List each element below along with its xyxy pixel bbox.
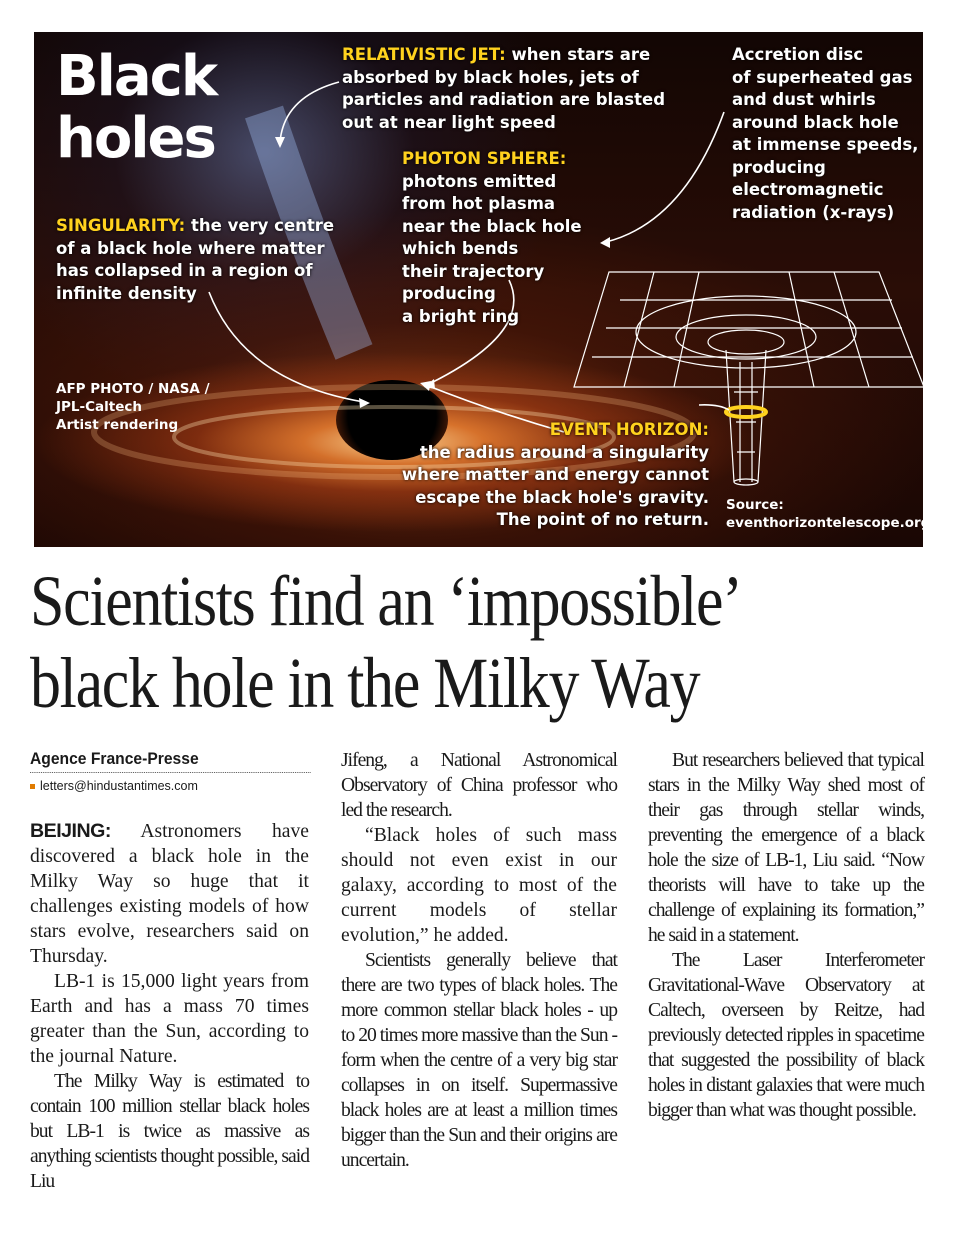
arrow-event-horizon <box>425 384 565 433</box>
arrow-accretion <box>605 111 725 243</box>
graphic-title-line: Black <box>56 44 218 109</box>
callout-line: escape the black hole's gravity. <box>415 487 709 507</box>
paragraph: The Milky Way is estimated to contain 10… <box>30 1071 310 1192</box>
callout-line: a bright ring <box>402 306 520 326</box>
accretion-disc-streak <box>172 405 616 469</box>
callout-line: infinite density <box>56 283 197 303</box>
callout-line: around black hole <box>732 112 899 132</box>
callout-line: particles and radiation are blasted <box>342 90 666 109</box>
arrow-photon-sphere <box>428 279 515 385</box>
callout-line: The point of no return. <box>496 510 709 529</box>
callout-line: radiation (x-rays) <box>732 202 895 222</box>
callout-line: Accretion disc <box>732 45 864 64</box>
callout-line: at immense speeds, <box>732 135 919 154</box>
relativistic-jet-callout: RELATIVISTIC JET: when stars are absorbe… <box>342 44 665 134</box>
email-link[interactable]: letters@hindustantimes.com <box>40 779 198 793</box>
headline-line: black hole in the Milky Way <box>30 643 701 723</box>
arrow-funnel <box>698 404 730 411</box>
callout-line: their trajectory <box>402 261 545 281</box>
headline-line: Scientists find an ‘impossible’ <box>30 561 743 641</box>
callout-line: absorbed by black holes, jets of <box>342 67 639 87</box>
dateline: BEIJING: <box>30 820 111 842</box>
accretion-disc-streak <box>91 384 697 480</box>
credit-line: AFP PHOTO / NASA / <box>56 381 210 397</box>
paragraph: Scientists generally believe that there … <box>341 950 618 1171</box>
callout-line: electromagnetic <box>732 180 884 199</box>
grid-ring <box>675 314 817 360</box>
headline: Scientists find an ‘impossible’ black ho… <box>30 560 804 724</box>
arrow-singularity <box>208 291 365 403</box>
callout-line: has collapsed in a region of <box>56 261 313 280</box>
callout-line: photons emitted <box>402 171 557 191</box>
grid-ring <box>707 329 785 355</box>
article-column-3: But researchers believed that typical st… <box>648 748 925 1123</box>
arrow-heads <box>275 137 610 408</box>
callout-line: producing <box>732 157 826 177</box>
paragraph: But researchers believed that typical st… <box>648 750 925 946</box>
callout-line: of a black hole where matter <box>56 238 325 258</box>
photon-sphere-callout: PHOTON SPHERE: photons emitted from hot … <box>402 148 582 328</box>
event-horizon-label: EVENT HORIZON: <box>549 420 709 439</box>
graphic-title-line: holes <box>56 106 217 171</box>
byline: Agence France-Presse <box>30 748 311 773</box>
paragraph: LB-1 is 15,000 light years from Earth an… <box>30 971 309 1067</box>
callout-line: where matter and energy cannot <box>401 465 709 484</box>
black-hole-image <box>336 380 448 460</box>
accretion-disc-callout: Accretion disc of superheated gas and du… <box>732 44 918 224</box>
event-horizon-ring <box>724 405 768 419</box>
credit-line: Artist rendering <box>56 417 179 433</box>
credit-line: JPL-Caltech <box>56 399 142 415</box>
arrow-head <box>600 237 610 248</box>
singularity-label: SINGULARITY: <box>56 216 186 235</box>
source-line: Source: <box>726 497 784 513</box>
callout-line: when stars are <box>511 45 651 64</box>
source-line: eventhorizontelescope.org <box>726 515 923 531</box>
callout-line: producing <box>402 284 496 303</box>
relativistic-jet-label: RELATIVISTIC JET: <box>342 45 506 64</box>
callout-line: from hot plasma <box>402 194 556 213</box>
callout-arrows <box>208 81 725 433</box>
arrow-head <box>420 381 431 391</box>
arrow-jet <box>279 81 340 143</box>
paragraph: The Laser Interferometer Gravitational-W… <box>648 950 925 1121</box>
paragraph: “Black holes of such mass should not eve… <box>341 825 617 946</box>
callout-line: the radius around a singularity <box>419 442 709 462</box>
paragraph-text: Astronomers have discovered a black hole… <box>30 821 309 967</box>
arrow-head <box>275 137 285 148</box>
callout-line: the very centre <box>191 216 335 235</box>
photo-credit: AFP PHOTO / NASA / JPL-Caltech Artist re… <box>56 380 210 434</box>
black-holes-infographic: Black holes RELATIVISTIC JET: when stars… <box>34 32 923 547</box>
article-column-2: Jifeng, a National Astronomical Observat… <box>341 748 618 1173</box>
graphic-title: Black holes <box>56 44 218 171</box>
singularity-callout: SINGULARITY: the very centre of a black … <box>56 215 334 305</box>
callout-line: out at near light speed <box>342 112 556 132</box>
paragraph: Jifeng, a National Astronomical Observat… <box>341 750 618 821</box>
bullet-square-icon <box>30 784 35 790</box>
photon-sphere-label: PHOTON SPHERE: <box>402 149 567 168</box>
email-line: letters@hindustantimes.com <box>30 777 309 795</box>
grid-ring <box>635 295 857 369</box>
callout-line: and dust whirls <box>732 90 876 109</box>
event-horizon-callout: EVENT HORIZON: the radius around a singu… <box>402 419 709 532</box>
paragraph: BEIJING: Astronomers have discovered a b… <box>30 819 309 969</box>
callout-line: which bends <box>402 239 519 258</box>
arrow-head <box>359 398 370 408</box>
relativistic-jet-glow <box>245 105 373 360</box>
article-column-1: Agence France-Presse letters@hindustanti… <box>30 748 311 1194</box>
infographic-annotations <box>91 81 923 486</box>
graphic-source: Source: eventhorizontelescope.org <box>726 496 923 532</box>
callout-line: of superheated gas <box>732 67 913 87</box>
callout-line: near the black hole <box>402 216 582 236</box>
